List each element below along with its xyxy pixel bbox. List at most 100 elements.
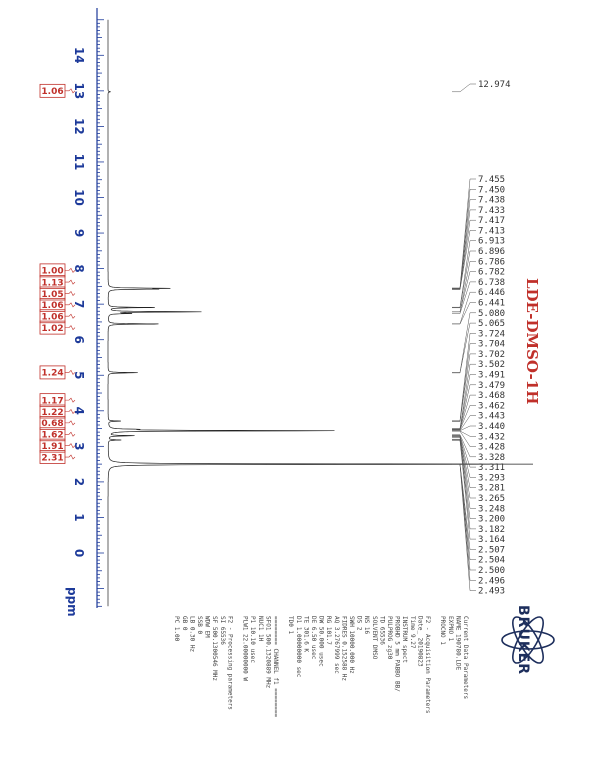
integral-bracket: [65, 443, 76, 449]
axis-tick-label: 11: [72, 154, 86, 171]
integral-bracket: [65, 409, 76, 415]
peak-connector: [452, 437, 476, 509]
integral-value: 1.17: [41, 396, 63, 406]
integral-value: 1.06: [41, 87, 63, 97]
logo-orbit-3: [501, 630, 555, 650]
peak-label: 6.441: [478, 298, 505, 308]
parameter-line: PC 1.00: [173, 616, 180, 642]
peak-label: 6.913: [478, 237, 505, 247]
peak-label: 12.974: [478, 80, 511, 90]
peak-label: 5.065: [478, 319, 505, 329]
parameter-line: DW 50.000 usec: [318, 616, 325, 667]
axis-tick-label: 2: [72, 478, 86, 486]
peak-connector: [452, 353, 476, 422]
peak-label: 3.468: [478, 391, 505, 401]
bruker-logo: BRUKER: [501, 605, 555, 675]
integral-bracket: [65, 313, 76, 319]
parameter-line: F2 - Processing parameters: [226, 616, 233, 710]
peak-label: 6.786: [478, 257, 505, 267]
peak-connector: [452, 261, 476, 313]
peak-label: 3.462: [478, 401, 505, 411]
axis-tick-label: 9: [72, 229, 86, 237]
parameter-line: EXPNO 1: [447, 616, 454, 642]
axis-tick-label: 14: [72, 47, 86, 64]
integral-value: 1.62: [41, 431, 63, 441]
peak-label: 3.248: [478, 504, 505, 514]
peak-label: 3.311: [478, 463, 505, 473]
integral-bracket: [65, 290, 76, 296]
parameter-line: TD0 1: [287, 616, 294, 634]
peak-label: 3.479: [478, 381, 505, 391]
integral-bracket: [65, 454, 76, 460]
parameter-line: TE 301.6 K: [302, 616, 309, 653]
peak-connector: [452, 281, 476, 314]
peak-label: 3.265: [478, 494, 505, 504]
integral-value: 2.31: [41, 453, 63, 463]
peak-label: 3.428: [478, 443, 505, 453]
peak-label: 7.438: [478, 196, 505, 206]
peak-label: 6.738: [478, 278, 505, 288]
parameter-line: WDW EM: [204, 616, 211, 638]
peak-label: 3.432: [478, 432, 505, 442]
peak-label: 3.502: [478, 360, 505, 370]
peak-label: 3.704: [478, 340, 505, 350]
peak-label: 3.440: [478, 422, 505, 432]
integral-value: 1.22: [41, 408, 63, 418]
parameter-line: RG 101.7: [325, 616, 332, 645]
peak-label: 3.491: [478, 371, 505, 381]
integral-value: 1.91: [41, 442, 63, 452]
peak-label: 3.293: [478, 473, 505, 483]
peak-label: 3.328: [478, 453, 505, 463]
integral-bracket: [65, 267, 76, 273]
peak-connector: [452, 333, 476, 421]
integral-value: 1.00: [41, 267, 63, 277]
parameter-line: FIDRES 0.152588 Hz: [340, 616, 347, 681]
axis-tick-label: 10: [72, 189, 86, 206]
parameter-line: LB 0.30 Hz: [188, 616, 195, 653]
parameter-line: Date_ 20190823: [416, 616, 423, 667]
peak-connector: [452, 440, 476, 540]
axis-tick-label: 8: [72, 264, 86, 272]
peak-connector: [452, 302, 476, 325]
axis-tick-label: 0: [72, 549, 86, 557]
parameter-line: SI 65536: [219, 616, 226, 645]
peak-label: 2.507: [478, 545, 505, 555]
parameter-line: D1 1.00000000 sec: [295, 616, 302, 678]
parameter-line: NAME 190780.LDE: [454, 616, 461, 671]
parameter-line: F2 - Acquisition Parameters: [424, 616, 431, 714]
peak-label: 2.496: [478, 576, 505, 586]
parameter-line: INSTRUM spect: [401, 616, 408, 663]
axis-tick-label: 4: [72, 407, 86, 415]
peak-connector: [452, 435, 476, 468]
parameter-line: PULPROG zg30: [386, 616, 393, 660]
peak-label: 7.433: [478, 206, 505, 216]
parameter-line: Time 9.27: [409, 616, 416, 649]
spectrum-trace: [107, 19, 534, 607]
peak-connector: [452, 250, 476, 309]
axis-tick-label: 6: [72, 336, 86, 344]
parameter-line: SOLVENT DMSO: [371, 616, 378, 660]
sample-title: LDE-DMSO-1H: [523, 278, 541, 404]
integral-bracket: [65, 88, 76, 94]
peak-connector: [452, 434, 476, 458]
integral-value: 1.02: [41, 324, 63, 334]
peak-label: 2.493: [478, 587, 505, 597]
parameter-line: SWH 10000.000 Hz: [348, 616, 355, 674]
axis-tick-label: 1: [72, 513, 86, 521]
bruker-logo-text: BRUKER: [515, 605, 531, 675]
peak-label: 2.504: [478, 556, 505, 566]
peak-label: 3.443: [478, 412, 505, 422]
integral-bracket: [65, 279, 76, 285]
integral-value: 1.24: [41, 369, 63, 379]
peak-connector: [452, 436, 476, 488]
peak-label: 6.896: [478, 247, 505, 257]
parameter-line: Current Data Parameters: [462, 616, 469, 699]
spectrum-line: [107, 19, 534, 607]
parameter-line: TD 65536: [378, 616, 385, 645]
peak-label: 3.281: [478, 484, 505, 494]
peak-connector: [452, 83, 476, 93]
axis-tick-label: 7: [72, 300, 86, 308]
axis-tick-label: 3: [72, 442, 86, 450]
peak-label: 3.164: [478, 535, 505, 545]
